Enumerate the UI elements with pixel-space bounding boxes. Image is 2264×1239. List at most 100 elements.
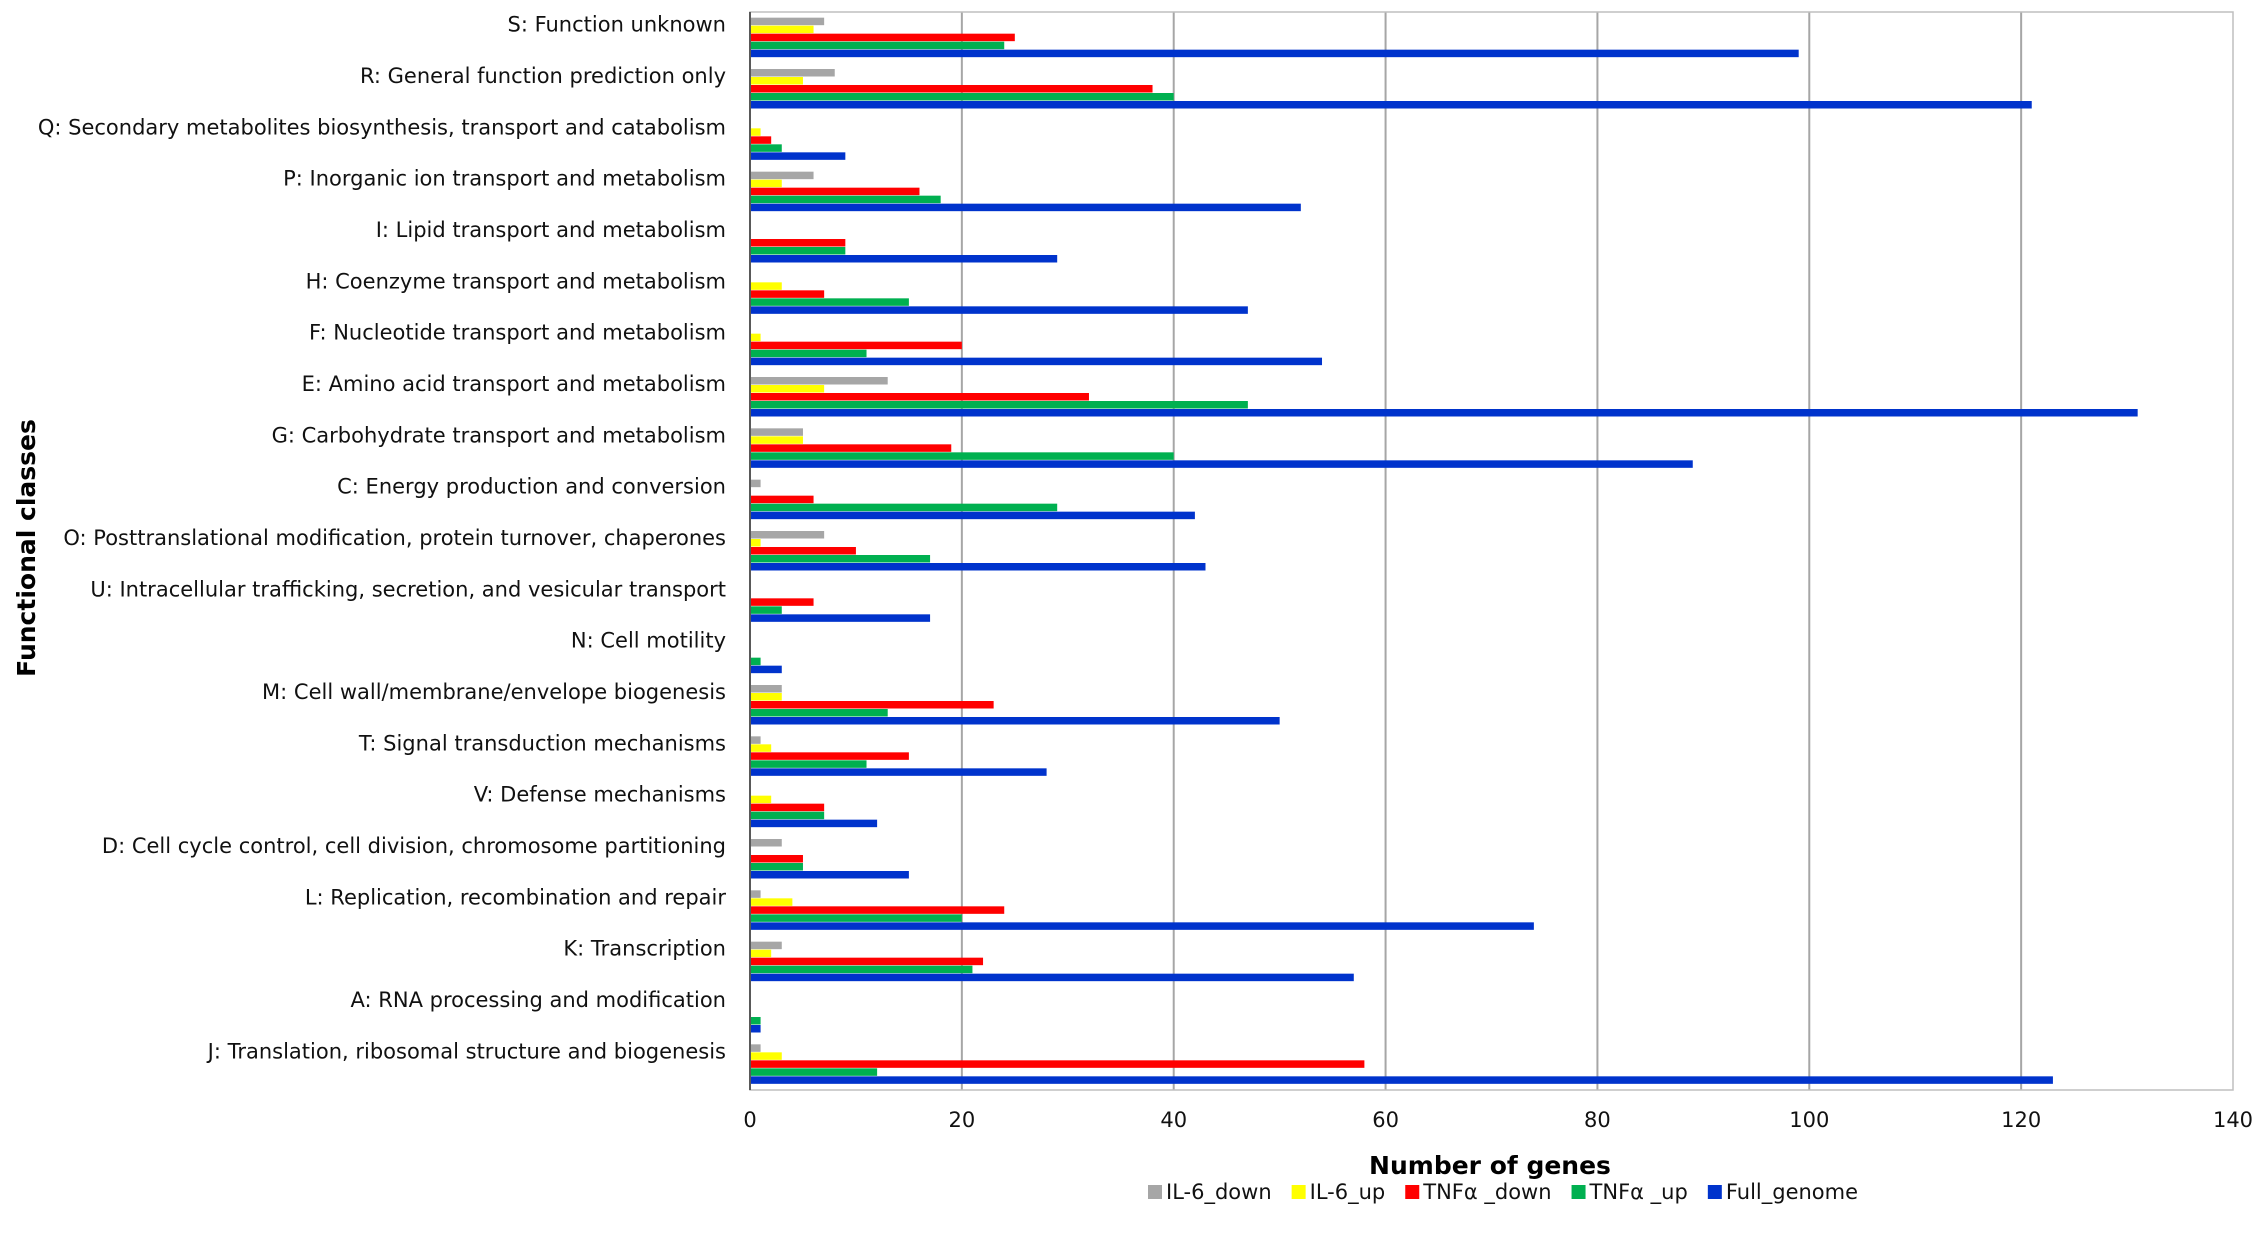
category-labels: S: Function unknown R: General function p… [38, 13, 727, 1064]
bar-full-genome [750, 614, 931, 622]
bar-full-genome [750, 460, 1693, 468]
x-tick-label: 100 [1789, 1108, 1829, 1132]
bar-tnf-down [750, 1060, 1365, 1068]
bar-tnf-up [750, 1017, 761, 1025]
bar-tnf-down [750, 187, 920, 196]
x-tick-label: 60 [1372, 1108, 1399, 1132]
bars [750, 17, 2138, 1084]
bar-tnf-down [750, 803, 825, 812]
bar-il-6-down [750, 839, 782, 847]
bar-tnf-up [750, 863, 803, 871]
bar-tnf-up [750, 606, 782, 614]
bar-tnf-down [750, 547, 856, 555]
bar-full-genome [750, 717, 1280, 725]
bar-tnf-down [750, 495, 814, 504]
legend-label: TNFα _up [1589, 1180, 1688, 1205]
bar-il-6-down [750, 377, 888, 385]
x-tick-label: 140 [2213, 1108, 2253, 1132]
category-label: V: Defense mechanisms [474, 783, 726, 807]
bar-tnf-down [750, 239, 846, 247]
category-label: N: Cell motility [571, 629, 726, 653]
bar-il-6-up [750, 436, 803, 444]
bar-il-6-up [750, 693, 782, 701]
bar-tnf-down [750, 341, 962, 350]
x-tick-label: 40 [1160, 1108, 1187, 1132]
bar-il-6-up [750, 77, 803, 85]
bar-il-6-down [750, 479, 761, 488]
bar-full-genome [750, 819, 878, 828]
category-label: R: General function prediction only [360, 64, 726, 88]
bar-tnf-up [750, 247, 846, 255]
bar-il-6-up [750, 333, 761, 342]
bar-tnf-up [750, 93, 1174, 101]
bar-il-6-up [750, 25, 814, 34]
bar-full-genome [750, 871, 909, 879]
bar-il-6-up [750, 282, 782, 290]
bar-tnf-up [750, 41, 1005, 50]
category-label: E: Amino acid transport and metabolism [302, 372, 726, 396]
x-tick-label: 120 [2001, 1108, 2041, 1132]
y-axis-title: Functional classes [12, 419, 41, 677]
bar-full-genome [750, 101, 2032, 109]
category-label: H: Coenzyme transport and metabolism [306, 269, 726, 293]
bar-tnf-up [750, 914, 962, 922]
category-label: I: Lipid transport and metabolism [376, 218, 726, 242]
x-tick-label: 0 [743, 1108, 756, 1132]
category-label: U: Intracellular trafficking, secretion,… [90, 577, 726, 601]
bar-full-genome [750, 973, 1354, 982]
bar-il-6-up [750, 539, 761, 547]
bar-full-genome [750, 665, 782, 674]
bar-tnf-up [750, 298, 909, 306]
axes [749, 11, 2234, 1091]
bar-il-6-down [750, 69, 835, 77]
bar-il-6-up [750, 385, 825, 393]
bar-tnf-up [750, 709, 888, 717]
legend-label: TNFα _down [1422, 1180, 1551, 1205]
bar-full-genome [750, 357, 1323, 366]
bar-il-6-down [750, 685, 782, 693]
category-label: F: Nucleotide transport and metabolism [309, 321, 726, 345]
bar-tnf-down [750, 136, 772, 144]
bar-tnf-down [750, 85, 1153, 93]
bar-tnf-up [750, 965, 973, 974]
category-label: T: Signal transduction mechanisms [358, 731, 726, 755]
bar-full-genome [750, 1076, 2053, 1084]
legend-label: IL-6_up [1310, 1180, 1386, 1205]
bar-tnf-down [750, 855, 803, 863]
bar-il-6-down [750, 1044, 761, 1052]
bar-tnf-down [750, 290, 825, 298]
bar-full-genome [750, 255, 1058, 263]
bar-full-genome [750, 49, 1799, 58]
bar-il-6-up [750, 949, 772, 958]
category-label: L: Replication, recombination and repair [305, 885, 727, 909]
x-tick-labels: 0 20 40 60 80 100 120 140 [743, 1108, 2253, 1132]
bar-tnf-up [750, 760, 867, 768]
category-label: C: Energy production and conversion [337, 475, 726, 499]
category-label: D: Cell cycle control, cell division, ch… [102, 834, 726, 858]
bar-tnf-up [750, 401, 1248, 409]
bar-tnf-up [750, 811, 825, 820]
bar-full-genome [750, 409, 2138, 417]
bar-il-6-down [750, 736, 761, 744]
bar-tnf-down [750, 444, 952, 452]
bar-tnf-down [750, 752, 909, 760]
bar-il-6-down [750, 17, 825, 26]
category-label: J: Translation, ribosomal structure and … [206, 1039, 726, 1063]
bar-tnf-down [750, 393, 1089, 401]
bar-full-genome [750, 152, 846, 160]
bar-il-6-down [750, 428, 803, 436]
bar-tnf-down [750, 701, 994, 709]
bar-il-6-down [750, 890, 761, 898]
category-label: A: RNA processing and modification [351, 988, 726, 1012]
x-axis-title: Number of genes [1369, 1151, 1611, 1180]
bar-il-6-up [750, 898, 793, 906]
category-label: S: Function unknown [507, 13, 726, 37]
bar-tnf-down [750, 598, 814, 606]
bar-il-6-down [750, 531, 825, 539]
category-label: Q: Secondary metabolites biosynthesis, t… [38, 115, 726, 139]
bar-tnf-up [750, 1068, 878, 1076]
bar-tnf-up [750, 657, 761, 666]
bar-tnf-up [750, 452, 1174, 460]
category-label: P: Inorganic ion transport and metabolis… [283, 167, 726, 191]
